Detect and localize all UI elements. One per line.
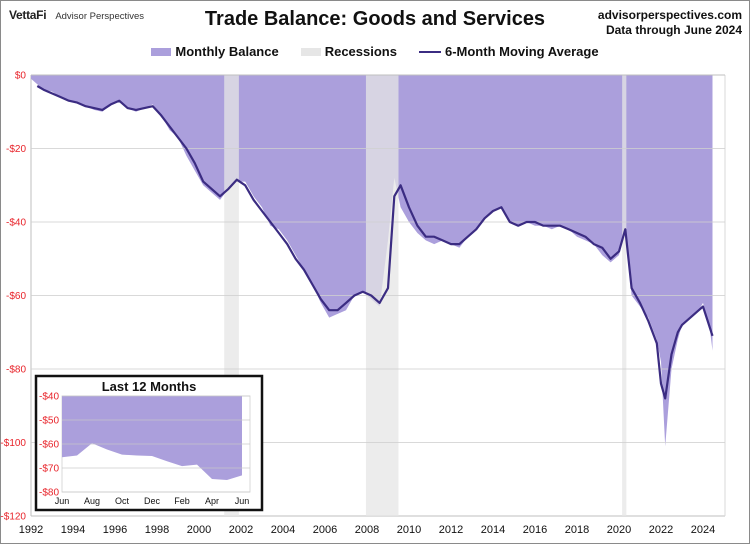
inset-y-tick-label: -$50: [39, 416, 59, 427]
x-tick-label: 2006: [313, 524, 337, 536]
brand: VettaFi Advisor Perspectives: [9, 8, 144, 22]
y-tick-label: -$60: [6, 291, 26, 302]
inset-y-tick-label: -$80: [39, 488, 59, 499]
x-tick-label: 2014: [481, 524, 505, 536]
inset-balance-area: [62, 396, 242, 480]
x-tick-label: 1996: [103, 524, 127, 536]
data-through-label: Data through June 2024: [605, 23, 742, 37]
x-tick-label: 2008: [355, 524, 379, 536]
chart-legend: Monthly Balance Recessions 6-Month Movin…: [0, 44, 750, 59]
advisor-perspectives-label: Advisor Perspectives: [55, 11, 145, 22]
x-tick-label: 2018: [565, 524, 589, 536]
x-tick-label: 1994: [61, 524, 85, 536]
legend-label: 6-Month Moving Average: [444, 44, 599, 59]
vettafi-logo: VettaFi: [9, 8, 47, 22]
y-tick-label: -$40: [6, 218, 26, 229]
inset-x-tick-label: Dec: [144, 496, 161, 506]
legend-item-recessions: Recessions: [300, 44, 397, 59]
y-tick-label: -$20: [6, 144, 26, 155]
legend-label: Recessions: [324, 44, 397, 59]
x-tick-label: 2010: [397, 524, 421, 536]
inset-x-tick-label: Jun: [235, 496, 250, 506]
inset-y-tick-label: -$70: [39, 464, 59, 475]
x-tick-label: 2016: [523, 524, 547, 536]
legend-swatch-recession: [300, 47, 321, 56]
inset-title: Last 12 Months: [102, 379, 197, 394]
x-tick-label: 2000: [187, 524, 211, 536]
x-tick-label: 1998: [145, 524, 169, 536]
source-block: advisorperspectives.com Data through Jun…: [598, 8, 742, 38]
inset-y-tick-label: -$40: [39, 392, 59, 403]
x-tick-label: 2020: [607, 524, 631, 536]
x-tick-label: 2012: [439, 524, 463, 536]
legend-swatch-area: [151, 47, 172, 56]
x-tick-label: 2024: [691, 524, 715, 536]
x-tick-label: 2004: [271, 524, 295, 536]
y-tick-label: -$80: [6, 365, 26, 376]
inset-x-tick-label: Aug: [84, 496, 100, 506]
x-tick-label: 2002: [229, 524, 253, 536]
moving-average-line: [36, 85, 714, 400]
inset-y-tick-label: -$60: [39, 440, 59, 451]
inset-x-tick-label: Feb: [174, 496, 190, 506]
x-tick-label: 1992: [19, 524, 43, 536]
y-tick-label: -$120: [0, 512, 26, 523]
legend-item-monthly-balance: Monthly Balance: [151, 44, 279, 59]
legend-item-moving-average: 6-Month Moving Average: [418, 44, 599, 59]
y-tick-label: $0: [15, 71, 27, 82]
y-tick-label: -$100: [0, 438, 26, 449]
inset-x-tick-label: Oct: [115, 496, 130, 506]
inset-x-tick-label: Jun: [55, 496, 70, 506]
x-tick-label: 2022: [649, 524, 673, 536]
legend-label: Monthly Balance: [175, 44, 279, 59]
chart-title: Trade Balance: Goods and Services: [204, 8, 546, 30]
legend-swatch-line: [418, 50, 441, 53]
inset-x-tick-label: Apr: [205, 496, 219, 506]
source-site: advisorperspectives.com: [597, 8, 742, 22]
